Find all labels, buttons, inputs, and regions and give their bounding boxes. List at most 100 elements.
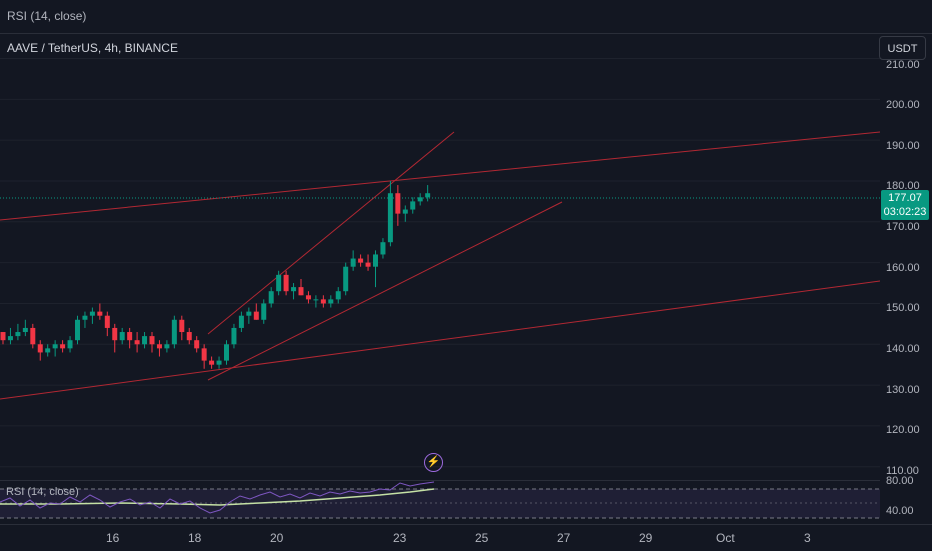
last-price: 177.07	[888, 192, 922, 204]
candle-body	[365, 262, 371, 267]
price-chart[interactable]	[0, 34, 880, 479]
currency-button[interactable]: USDT	[879, 36, 926, 60]
channel-line-upper	[0, 131, 880, 221]
time-label: 16	[106, 531, 120, 545]
time-label: 25	[475, 531, 489, 545]
candle-body	[387, 193, 393, 243]
candle-body	[402, 209, 408, 214]
candle-body	[156, 344, 162, 349]
candle-body	[417, 197, 423, 202]
candle-body	[231, 327, 237, 345]
candle-body	[97, 311, 103, 316]
candle-body	[104, 315, 110, 328]
candle-body	[89, 311, 95, 316]
candle-body	[253, 311, 259, 320]
time-label: 29	[639, 531, 653, 545]
candle-body	[261, 303, 267, 320]
candle-body	[82, 315, 88, 320]
candle-body	[358, 258, 364, 263]
channel-line-lower	[0, 280, 880, 400]
candle-body	[171, 319, 177, 345]
candle-body	[7, 336, 13, 341]
indicator-legend[interactable]: RSI (14, close)	[7, 9, 87, 23]
candle-body	[194, 340, 200, 349]
candle-body	[201, 348, 207, 361]
time-label: Oct	[716, 531, 735, 545]
candle-body	[134, 340, 140, 345]
candles[interactable]	[0, 180, 431, 369]
candle-body	[373, 254, 378, 267]
candle-body	[350, 258, 356, 267]
price-label: 180.00	[886, 180, 920, 192]
lightning-icon[interactable]: ⚡	[424, 453, 443, 472]
rsi-axis-label: 80.00	[886, 475, 914, 487]
candle-body	[343, 266, 349, 292]
last-price-tag: 177.07 03:02:23	[881, 190, 929, 220]
candle-body	[179, 319, 185, 333]
candle-body	[209, 360, 215, 365]
price-label: 160.00	[886, 262, 920, 274]
candle-body	[276, 274, 282, 292]
candle-body	[149, 336, 155, 345]
grid	[0, 57, 880, 468]
candle-body	[320, 299, 326, 304]
price-label: 120.00	[886, 424, 920, 436]
time-axis[interactable]: 16 18 20 23 25 27 29 Oct 3	[0, 524, 932, 551]
rsi-legend[interactable]: RSI (14, close)	[6, 486, 79, 498]
price-label: 140.00	[886, 343, 920, 355]
candle-body	[291, 287, 297, 292]
trendlines[interactable]	[0, 131, 880, 400]
chart-title: AAVE / TetherUS, 4h, BINANCE	[7, 41, 178, 55]
candle-body	[186, 332, 192, 341]
price-label: 130.00	[886, 384, 920, 396]
candle-body	[52, 344, 58, 349]
bar-countdown: 03:02:23	[883, 206, 927, 218]
price-label: 200.00	[886, 99, 920, 111]
candle-body	[0, 332, 6, 341]
candle-body	[127, 332, 133, 341]
candle-body	[60, 344, 66, 349]
candle-body	[410, 201, 416, 210]
time-label: 27	[557, 531, 571, 545]
candle-body	[328, 299, 334, 304]
price-label: 150.00	[886, 302, 920, 314]
candle-body	[30, 327, 36, 345]
candle-body	[395, 193, 401, 214]
candle-body	[75, 319, 80, 341]
candle-body	[268, 291, 274, 304]
wedge-line-lower	[207, 201, 563, 381]
rsi-ma-line	[0, 488, 435, 506]
candle-body	[164, 344, 170, 349]
candle-body	[380, 242, 386, 255]
candle-body	[142, 336, 148, 345]
candle-body	[216, 360, 222, 365]
candle-body	[305, 295, 311, 300]
candle-body	[112, 327, 118, 341]
rsi-pane[interactable]	[0, 480, 880, 524]
candle-body	[15, 332, 21, 337]
price-label: 210.00	[886, 59, 920, 71]
candle-body	[45, 348, 51, 353]
candle-body	[335, 291, 341, 300]
time-label: 3	[804, 531, 811, 545]
time-label: 20	[270, 531, 284, 545]
candle-body	[224, 344, 229, 361]
candle-body	[67, 340, 73, 349]
price-label: 190.00	[886, 140, 920, 152]
candle-body	[37, 344, 43, 353]
candle-body	[313, 299, 319, 301]
time-label: 18	[188, 531, 202, 545]
indicator-legend-bar: RSI (14, close)	[0, 0, 932, 34]
candle-body	[238, 315, 244, 328]
price-label: 110.00	[886, 465, 919, 477]
rsi-line	[0, 481, 435, 514]
time-label: 23	[393, 531, 407, 545]
wedge-line-upper	[207, 131, 455, 335]
rsi-axis-label: 40.00	[886, 505, 914, 517]
candle-body	[119, 332, 125, 341]
price-label: 170.00	[886, 221, 920, 233]
candle-body	[246, 311, 252, 316]
candle-body	[425, 193, 431, 198]
candle-body	[283, 274, 289, 292]
candle-body	[298, 287, 304, 296]
